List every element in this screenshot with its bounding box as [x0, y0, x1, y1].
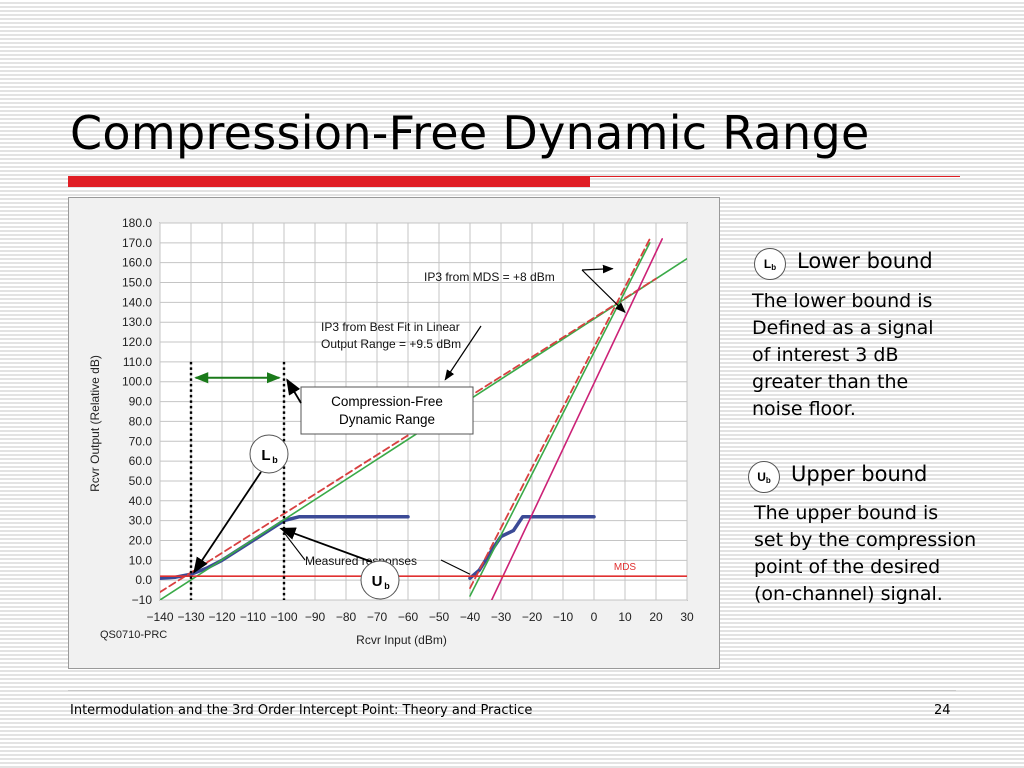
y-tick-label: 60.0	[129, 454, 153, 468]
lower-bound-description: The lower bound is Defined as a signal o…	[752, 288, 934, 423]
y-tick-label: 80.0	[129, 414, 153, 428]
title-accent-bar	[68, 176, 590, 187]
x-tick-label: −90	[305, 610, 326, 624]
ip3-fit-pointer-arrow	[444, 325, 482, 381]
y-tick-label: 140.0	[122, 295, 152, 309]
y-tick-label: 10.0	[129, 553, 153, 567]
figure-code-label: QS0710-PRC	[100, 629, 167, 641]
series-line	[160, 277, 657, 594]
x-tick-label: −80	[336, 610, 357, 624]
y-tick-label: 130.0	[122, 315, 152, 329]
lb-marker-subscript: b	[272, 455, 278, 465]
x-tick-label: −70	[367, 610, 388, 624]
x-tick-label: 10	[618, 610, 632, 624]
chart-frame: −140 −130 −120 −110 −100 −90 −80 −70 −60 −50 −40 −3…	[68, 197, 720, 669]
ub-marker-icon	[360, 560, 400, 600]
upper-bound-badge-symbol: U	[757, 470, 766, 484]
lower-bound-line: of interest 3 dB	[752, 344, 899, 366]
x-tick-label: −30	[491, 610, 512, 624]
y-tick-label: 70.0	[129, 434, 153, 448]
y-tick-label: 110.0	[123, 355, 152, 369]
lower-bound-heading: Lower bound	[797, 249, 933, 273]
footer-text: Intermodulation and the 3rd Order Interc…	[70, 703, 533, 718]
ub-marker-subscript: b	[384, 581, 390, 591]
lb-marker-icon	[249, 434, 289, 474]
cfdr-annotation-box	[300, 386, 474, 435]
x-tick-label: −140	[146, 610, 173, 624]
lower-bound-badge-icon: Lb	[754, 248, 786, 280]
lower-bound-badge-subscript: b	[771, 263, 777, 272]
ip3-mds-pointer-arrow	[581, 264, 614, 274]
lower-bound-badge-symbol: L	[763, 257, 772, 271]
y-axis-label: Rcvr Output (Relative dB)	[88, 355, 102, 492]
upper-bound-line: point of the desired	[754, 556, 941, 578]
x-tick-label: −40	[460, 610, 481, 624]
ub-pointer-arrow	[279, 527, 373, 563]
x-tick-label: −60	[398, 610, 419, 624]
lb-pointer-arrow	[193, 471, 262, 574]
lower-bound-line: The lower bound is	[752, 290, 933, 312]
x-tick-label: −20	[522, 610, 543, 624]
x-tick-label: 20	[649, 610, 663, 624]
ip3-mds-pointer-arrow	[581, 269, 626, 314]
upper-bound-heading: Upper bound	[791, 462, 928, 486]
y-tick-label: 90.0	[129, 395, 153, 409]
y-tick-label: 100.0	[122, 375, 152, 389]
upper-bound-line: (on-channel) signal.	[754, 583, 943, 605]
page-number: 24	[934, 703, 951, 718]
slide-title: Compression-Free Dynamic Range	[70, 106, 870, 160]
upper-bound-description: The upper bound is set by the compressio…	[754, 500, 976, 608]
x-tick-label: −10	[553, 610, 574, 624]
cfdr-annotation-line: Compression-Free	[331, 394, 443, 409]
chart-svg: −140 −130 −120 −110 −100 −90 −80 −70 −60 −50 −40 −3…	[88, 216, 694, 647]
y-tick-label: 30.0	[129, 514, 153, 528]
y-tick-label: 180.0	[122, 216, 152, 230]
y-tick-label: −10	[132, 593, 153, 607]
ub-marker-symbol: U	[372, 573, 383, 590]
y-tick-label: 50.0	[129, 474, 153, 488]
lb-marker-symbol: L	[261, 447, 270, 464]
lower-bound-line: Defined as a signal	[752, 317, 934, 339]
y-tick-label: 170.0	[122, 236, 152, 250]
y-tick-label: 40.0	[129, 494, 153, 508]
x-axis-label: Rcvr Input (dBm)	[356, 633, 447, 647]
upper-bound-line: set by the compression	[754, 529, 977, 551]
cfdr-pointer-arrow	[286, 378, 302, 404]
title-rule-line	[590, 176, 960, 177]
footer-rule	[68, 690, 956, 691]
y-tick-label: 0.0	[135, 573, 152, 587]
upper-bound-badge-icon: Ub	[748, 461, 780, 493]
x-tick-label: −130	[177, 610, 204, 624]
y-tick-label: 120.0	[122, 335, 152, 349]
x-tick-label: −120	[208, 610, 235, 624]
upper-bound-line: The upper bound is	[754, 502, 939, 524]
x-tick-label: 30	[680, 610, 694, 624]
upper-bound-badge-subscript: b	[765, 476, 771, 485]
x-tick-label: −50	[429, 610, 450, 624]
ip3-fit-annotation-line: Output Range = +9.5 dBm	[321, 337, 461, 351]
y-tick-label: 20.0	[129, 533, 153, 547]
series-line	[469, 241, 651, 597]
lower-bound-line: noise floor.	[752, 398, 856, 420]
measured-responses-leader	[440, 559, 471, 575]
x-tick-label: 0	[591, 610, 598, 624]
ip3-fit-annotation-line: IP3 from Best Fit in Linear	[321, 320, 460, 334]
x-tick-label: −110	[240, 610, 266, 624]
cfdr-annotation-line: Dynamic Range	[339, 412, 435, 427]
y-tick-label: 160.0	[122, 256, 152, 270]
measured-responses-label: Measured responses	[305, 554, 417, 568]
y-tick-label: 150.0	[122, 276, 152, 290]
x-tick-label: −100	[270, 610, 297, 624]
mds-label: MDS	[614, 562, 637, 573]
lower-bound-line: greater than the	[752, 371, 909, 393]
ip3-mds-annotation: IP3 from MDS = +8 dBm	[424, 270, 555, 284]
series-line	[490, 238, 664, 600]
series-line	[469, 238, 651, 590]
